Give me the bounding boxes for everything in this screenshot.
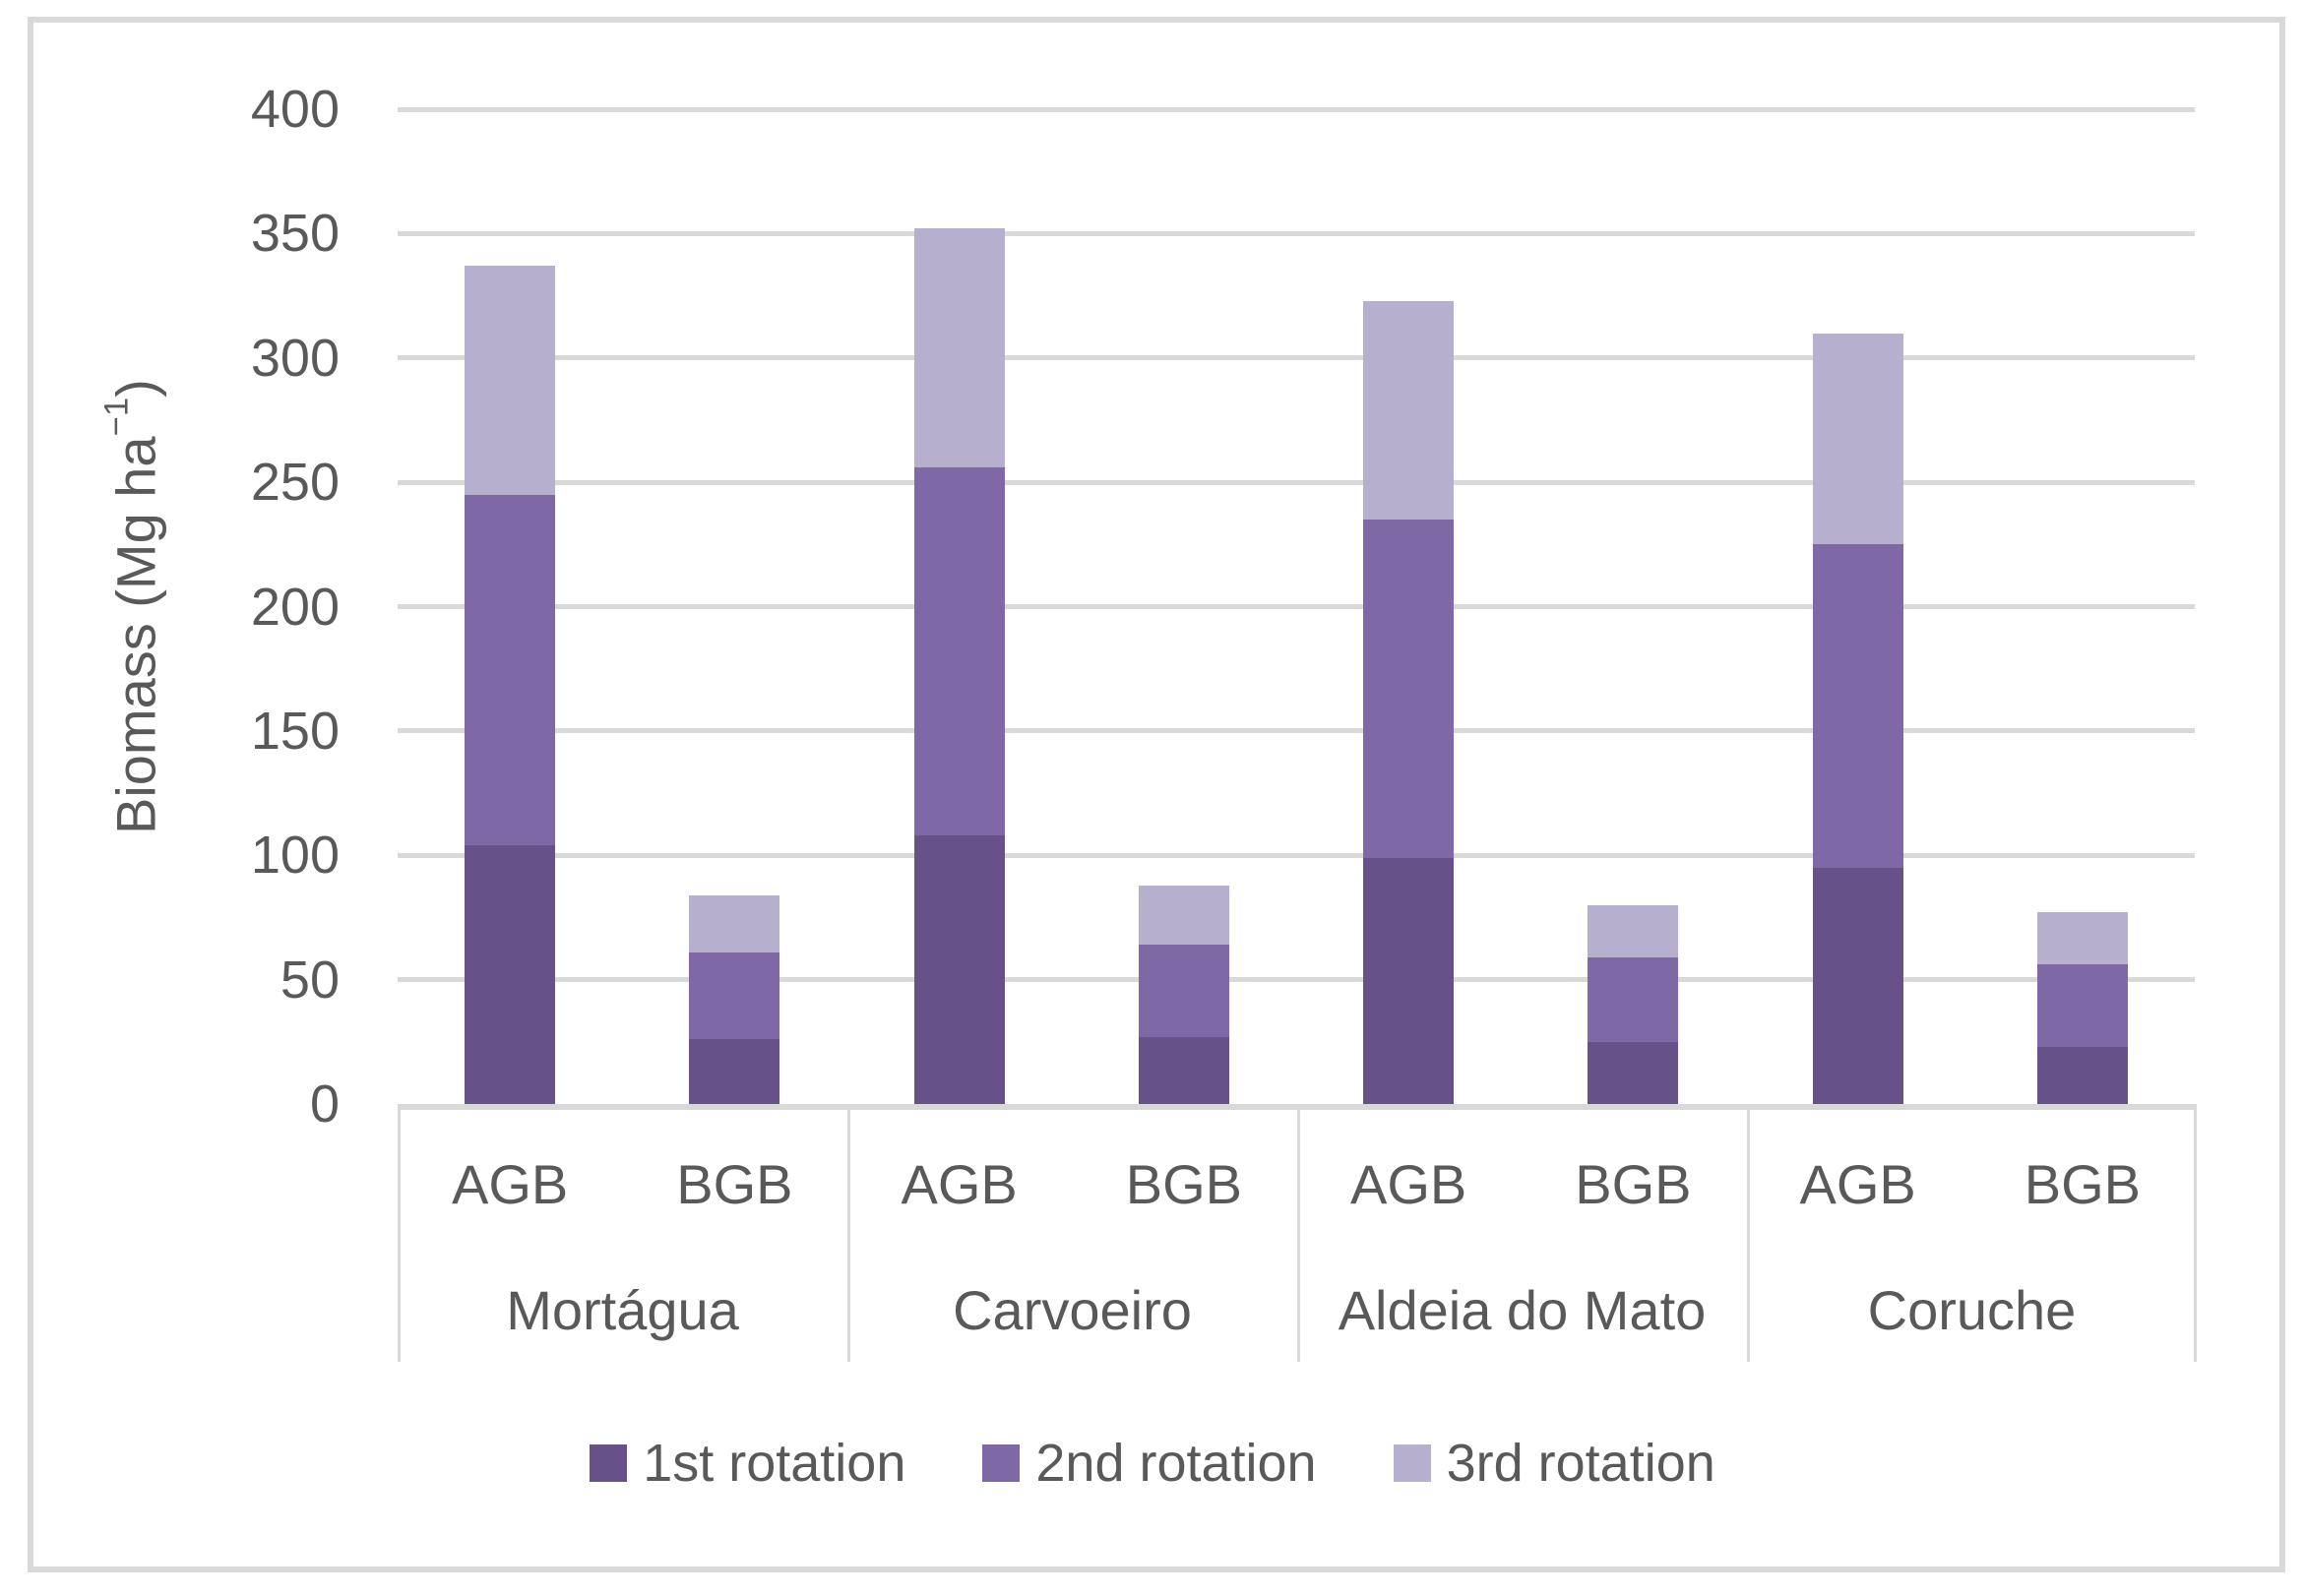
y-tick-label-350: 350 <box>250 204 340 264</box>
gridline-y-350 <box>398 230 2195 236</box>
bar-segment-2nd-rotation <box>1363 520 1455 858</box>
legend-label-2nd-rotation: 2nd rotation <box>1035 1434 1317 1493</box>
bar-segment-2nd-rotation <box>2036 964 2128 1047</box>
axis-group-label-coruche-bgb: BGB <box>2024 1152 2141 1215</box>
bar-segment-1st-rotation <box>1812 867 1903 1104</box>
bar-segment-1st-rotation <box>913 835 1005 1104</box>
table-separator <box>398 1110 401 1362</box>
bar-segment-1st-rotation <box>2036 1046 2128 1104</box>
bar-segment-3rd-rotation <box>1138 885 1229 946</box>
legend-swatch-1st-rotation <box>590 1444 628 1482</box>
legend-swatch-3rd-rotation <box>1393 1444 1431 1482</box>
y-axis-title-pre: Biomass (Mg ha <box>104 436 167 834</box>
category-axis-table: AGB BGB AGB BGB AGB BGB AGB BGB Mortágua Carvoeir… <box>398 1104 2197 1362</box>
bar-segment-2nd-rotation <box>1138 945 1229 1037</box>
axis-group-label-mortágua-agb: AGB <box>451 1152 569 1215</box>
gridline-y-300 <box>398 355 2195 361</box>
axis-group-label-aldeia-do-mato-bgb: BGB <box>1575 1152 1692 1215</box>
legend: 1st rotation 2nd rotation 3rd rotation <box>0 1434 2305 1493</box>
axis-group-label-carvoeiro-agb: AGB <box>901 1152 1018 1215</box>
y-tick-label-200: 200 <box>250 577 340 637</box>
gridline-y-150 <box>398 728 2195 734</box>
legend-item-1st-rotation: 1st rotation <box>590 1437 905 1490</box>
bar-segment-3rd-rotation <box>1363 300 1455 521</box>
bar-segment-1st-rotation <box>1363 857 1455 1104</box>
legend-label-3rd-rotation: 3rd rotation <box>1446 1434 1715 1493</box>
bar-segment-2nd-rotation <box>1588 956 1679 1042</box>
gridline-y-250 <box>398 479 2195 485</box>
bar-aldeia-do-mato-bgb <box>1588 904 1679 1104</box>
table-separator <box>1297 1110 1300 1362</box>
axis-group-label-carvoeiro-bgb: BGB <box>1125 1152 1242 1215</box>
bar-segment-3rd-rotation <box>689 894 780 952</box>
legend-item-2nd-rotation: 2nd rotation <box>982 1434 1317 1493</box>
y-tick-label-50: 50 <box>280 950 340 1010</box>
bar-segment-3rd-rotation <box>465 266 556 495</box>
bar-segment-1st-rotation <box>465 845 556 1104</box>
y-tick-label-250: 250 <box>250 453 340 513</box>
bar-segment-2nd-rotation <box>689 951 780 1040</box>
gridline-y-50 <box>398 977 2195 983</box>
bar-aldeia-do-mato-agb <box>1363 300 1455 1104</box>
axis-group-label-aldeia-do-mato-agb: AGB <box>1349 1152 1467 1215</box>
axis-site-label-aldeia-do-mato: Aldeia do Mato <box>1338 1278 1707 1341</box>
bar-mortágua-bgb <box>689 894 780 1104</box>
bar-segment-1st-rotation <box>1138 1036 1229 1104</box>
bar-coruche-agb <box>1812 333 1903 1104</box>
gridline-y-400 <box>398 106 2195 112</box>
bar-segment-2nd-rotation <box>465 494 556 846</box>
bar-mortágua-agb <box>465 266 556 1104</box>
bar-segment-1st-rotation <box>1588 1041 1679 1104</box>
legend-item-3rd-rotation: 3rd rotation <box>1393 1434 1715 1493</box>
y-axis-title: Biomass (Mg ha−1) <box>91 109 175 1104</box>
bar-segment-3rd-rotation <box>1588 904 1679 957</box>
bar-carvoeiro-bgb <box>1138 885 1229 1104</box>
y-tick-label-0: 0 <box>309 1074 340 1134</box>
bar-segment-1st-rotation <box>689 1039 780 1104</box>
axis-group-label-coruche-agb: AGB <box>1799 1152 1916 1215</box>
bar-segment-2nd-rotation <box>913 466 1005 836</box>
bar-segment-3rd-rotation <box>913 228 1005 467</box>
y-tick-label-150: 150 <box>250 701 340 761</box>
axis-site-label-mortágua: Mortágua <box>506 1278 739 1341</box>
y-tick-label-300: 300 <box>250 328 340 388</box>
bar-coruche-bgb <box>2036 912 2128 1104</box>
legend-swatch-2nd-rotation <box>982 1444 1021 1482</box>
table-separator <box>2194 1110 2197 1362</box>
y-axis-title-superscript: −1 <box>97 397 136 437</box>
axis-site-label-coruche: Coruche <box>1867 1278 2077 1341</box>
bar-segment-2nd-rotation <box>1812 544 1903 868</box>
y-tick-label-400: 400 <box>250 80 340 139</box>
y-axis-title-post: ) <box>104 379 167 398</box>
plot-area <box>398 106 2195 1104</box>
figure-border <box>28 17 2285 1572</box>
gridline-y-100 <box>398 852 2195 858</box>
bar-segment-3rd-rotation <box>1812 333 1903 545</box>
table-separator <box>1747 1110 1750 1362</box>
y-axis-title-text: Biomass (Mg ha−1) <box>98 379 168 834</box>
gridline-y-200 <box>398 604 2195 609</box>
bar-carvoeiro-agb <box>913 228 1005 1104</box>
axis-group-label-mortágua-bgb: BGB <box>676 1152 793 1215</box>
y-tick-label-100: 100 <box>250 826 340 886</box>
axis-site-label-carvoeiro: Carvoeiro <box>953 1278 1192 1341</box>
legend-label-1st-rotation: 1st rotation <box>643 1434 906 1493</box>
table-separator <box>847 1110 850 1362</box>
bar-segment-3rd-rotation <box>2036 912 2128 965</box>
